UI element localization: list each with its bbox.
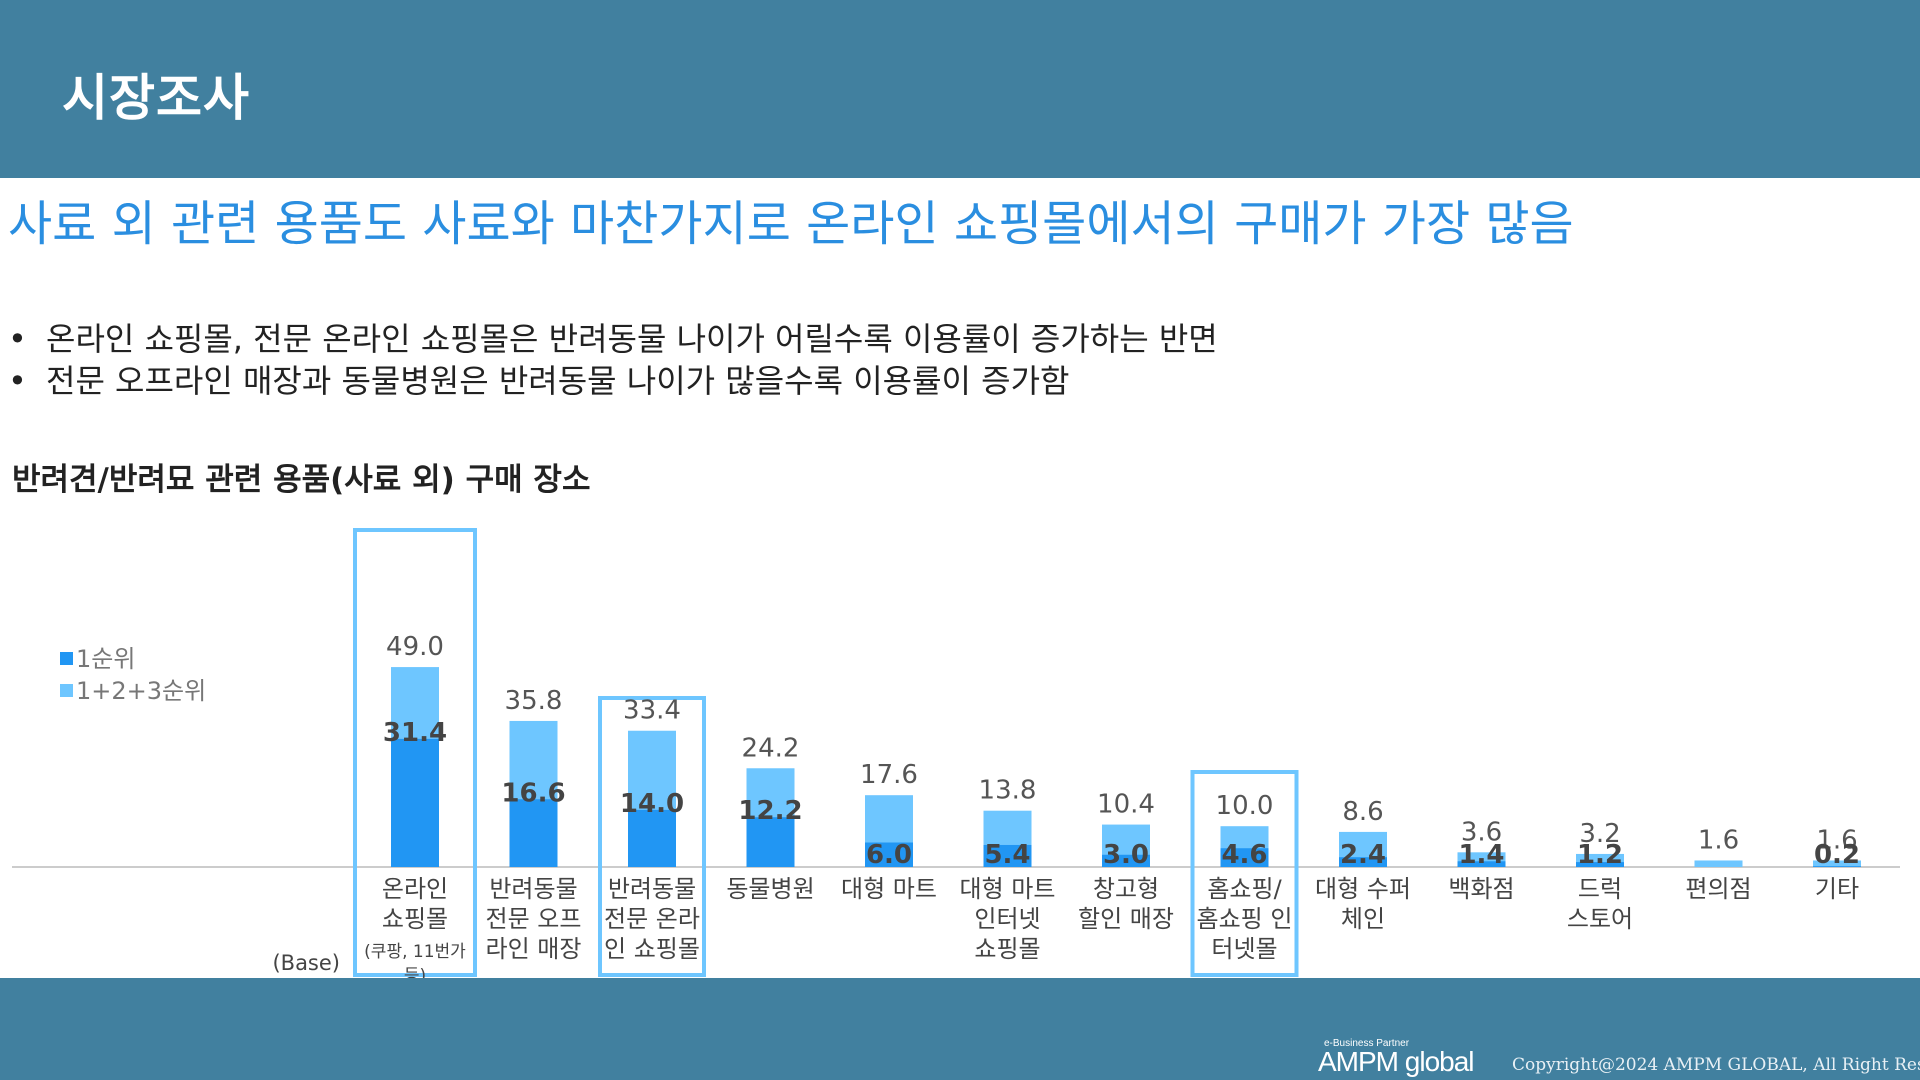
bar-rank1	[1220, 848, 1269, 867]
category-label: 인터넷	[974, 905, 1040, 933]
category-label: 인 쇼핑몰	[604, 935, 700, 963]
data-label-rank123: 33.4	[623, 696, 681, 726]
data-label-rank1: 31.4	[383, 718, 447, 748]
category-label: 창고형	[1093, 875, 1159, 903]
data-label-rank123: 10.4	[1097, 790, 1155, 820]
bullet-item: • 온라인 쇼핑몰, 전문 온라인 쇼핑몰은 반려동물 나이가 어릴수록 이용률이…	[8, 318, 1218, 360]
bullet-item: • 전문 오프라인 매장과 동물병원은 반려동물 나이가 많을수록 이용률이 증가…	[8, 360, 1218, 402]
bar-rank1	[746, 817, 795, 867]
header-bar	[0, 0, 1920, 178]
bar-rank1	[1813, 866, 1861, 867]
page-title: 시장조사	[62, 69, 250, 127]
category-label: 전문 온라	[604, 905, 700, 933]
category-label: 온라인	[382, 875, 448, 903]
base-label: (Base)	[272, 951, 340, 975]
bar-rank123	[1694, 860, 1743, 867]
bar-rank1	[865, 842, 913, 867]
data-label-rank123: 13.8	[979, 776, 1037, 806]
category-label: 홈쇼핑 인	[1197, 905, 1293, 933]
bar-rank1	[1102, 854, 1150, 867]
category-label: 동물병원	[726, 875, 814, 903]
category-label: 백화점	[1448, 875, 1514, 903]
data-label-rank1: 4.6	[1221, 840, 1267, 870]
legend-label-rank123: 1+2+3순위	[76, 677, 206, 705]
category-label: 반려동물	[608, 875, 696, 903]
bullet-text: 전문 오프라인 매장과 동물병원은 반려동물 나이가 많을수록 이용률이 증가함	[46, 362, 1070, 400]
category-label: 쇼핑몰	[974, 935, 1040, 963]
logo-tagline: e-Business Partner	[1324, 1038, 1410, 1049]
data-label-rank123: 17.6	[860, 760, 918, 790]
data-label-rank1: 14.0	[620, 789, 684, 819]
category-label: 드럭	[1578, 875, 1622, 903]
copyright-text: Copyright@2024 AMPM GLOBAL, All Right Re…	[1512, 1055, 1920, 1075]
data-label-rank1: 1.2	[1577, 840, 1623, 870]
data-label-rank123: 3.6	[1461, 817, 1502, 847]
data-label-rank1: 1.4	[1458, 840, 1504, 870]
category-label: 홈쇼핑/	[1207, 875, 1282, 903]
category-label: 편의점	[1685, 875, 1751, 903]
data-label-rank123: 35.8	[505, 686, 563, 716]
footer-bar	[0, 978, 1920, 1080]
category-label: 스토어	[1567, 905, 1633, 933]
data-label-rank1: 3.0	[1103, 840, 1149, 870]
category-label: 반려동물	[489, 875, 577, 903]
company-logo: AMPM global	[1318, 1046, 1475, 1077]
bullet-dot: •	[8, 362, 27, 400]
data-label-rank123: 49.0	[386, 632, 444, 662]
category-label: 전문 오프	[486, 905, 582, 933]
legend-label-rank1: 1순위	[76, 645, 135, 673]
category-label: 쇼핑몰	[382, 905, 448, 933]
data-label-rank1: 6.0	[866, 840, 912, 870]
data-label-rank123: 8.6	[1342, 797, 1383, 827]
bar-rank123	[1813, 860, 1861, 867]
data-label-rank123: 10.0	[1216, 791, 1274, 821]
bar-rank1	[1457, 861, 1506, 867]
category-label: 체인	[1341, 905, 1385, 933]
data-label-rank123: 24.2	[742, 733, 800, 763]
bullet-text: 온라인 쇼핑몰, 전문 온라인 쇼핑몰은 반려동물 나이가 어릴수록 이용률이 …	[46, 320, 1218, 358]
category-label: 대형 수퍼	[1315, 875, 1411, 903]
bar-rank1	[983, 844, 1032, 867]
bar-rank1	[509, 799, 558, 867]
bar-rank1	[1576, 862, 1624, 867]
data-label-rank123: 1.6	[1816, 825, 1857, 855]
bullet-list: • 온라인 쇼핑몰, 전문 온라인 쇼핑몰은 반려동물 나이가 어릴수록 이용률이…	[8, 318, 1218, 402]
category-label: 터넷몰	[1211, 935, 1277, 963]
bar-rank1	[391, 738, 439, 867]
data-label-rank1: 2.4	[1340, 840, 1386, 870]
highlight-box	[353, 528, 477, 977]
legend-swatch-rank1	[60, 652, 73, 665]
category-label: 기타	[1815, 875, 1859, 903]
legend-swatch-rank123	[60, 684, 73, 697]
bullet-dot: •	[8, 320, 27, 358]
data-label-rank1: 5.4	[984, 840, 1030, 870]
bar-rank1	[1339, 857, 1387, 867]
chart-title: 반려견/반려묘 관련 용품(사료 외) 구매 장소	[12, 462, 591, 498]
data-label-rank1: 16.6	[501, 778, 565, 808]
category-label: 대형 마트	[841, 875, 937, 903]
category-label: 라인 매장	[486, 935, 582, 963]
category-label: 대형 마트	[960, 875, 1056, 903]
data-label-rank123: 3.2	[1579, 819, 1620, 849]
highlight-box	[598, 696, 706, 977]
highlight-box	[1190, 770, 1299, 977]
category-label: 등)	[404, 966, 426, 980]
data-label-rank1: 0.2	[1814, 840, 1860, 870]
bar-rank1	[628, 809, 676, 867]
data-label-rank1: 12.2	[738, 796, 802, 826]
category-label: 할인 매장	[1078, 905, 1174, 933]
category-label: (쿠팡, 11번가	[364, 942, 466, 962]
data-label-rank123: 1.6	[1698, 825, 1739, 855]
headline: 사료 외 관련 용품도 사료와 마찬가지로 온라인 쇼핑몰에서의 구매가 가장 …	[8, 196, 1574, 252]
